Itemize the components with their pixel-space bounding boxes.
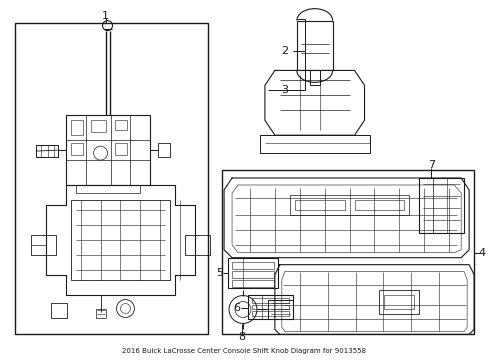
Bar (251, 305, 288, 310)
Bar (31, 235, 56, 255)
Text: 2016 Buick LaCrosse Center Console Shift Knob Diagram for 9013558: 2016 Buick LaCrosse Center Console Shift… (122, 348, 365, 354)
Bar (251, 298, 288, 302)
Bar (354, 200, 404, 210)
Text: 8: 8 (238, 332, 245, 342)
Bar (158, 143, 170, 157)
Bar (384, 294, 413, 310)
Text: 2: 2 (281, 45, 288, 55)
Bar (95, 309, 105, 319)
Bar (309, 71, 319, 85)
Bar (222, 170, 473, 334)
Bar (296, 21, 332, 71)
Text: 6: 6 (233, 302, 240, 312)
Bar (90, 120, 105, 132)
Bar (185, 235, 210, 255)
Text: 3: 3 (281, 85, 288, 95)
Bar (260, 135, 369, 153)
Text: 4: 4 (478, 248, 485, 258)
Bar (419, 178, 463, 233)
Bar (115, 120, 127, 130)
Bar (71, 200, 170, 280)
Bar (232, 262, 273, 269)
Bar (227, 258, 277, 288)
Bar (51, 302, 66, 319)
Text: 5: 5 (216, 267, 223, 278)
Bar (65, 115, 150, 185)
Bar (36, 145, 58, 157)
Bar (247, 294, 292, 319)
Bar (232, 280, 273, 287)
Text: 7: 7 (427, 160, 434, 170)
Bar (71, 120, 82, 135)
Bar (251, 311, 288, 316)
Bar (379, 289, 419, 315)
Bar (76, 185, 140, 193)
Bar (289, 195, 408, 215)
Bar (232, 271, 273, 278)
Bar (15, 23, 208, 334)
Bar (294, 200, 344, 210)
Bar (71, 143, 82, 155)
Bar (267, 300, 292, 319)
Text: 1: 1 (102, 11, 109, 21)
Bar (115, 143, 127, 155)
